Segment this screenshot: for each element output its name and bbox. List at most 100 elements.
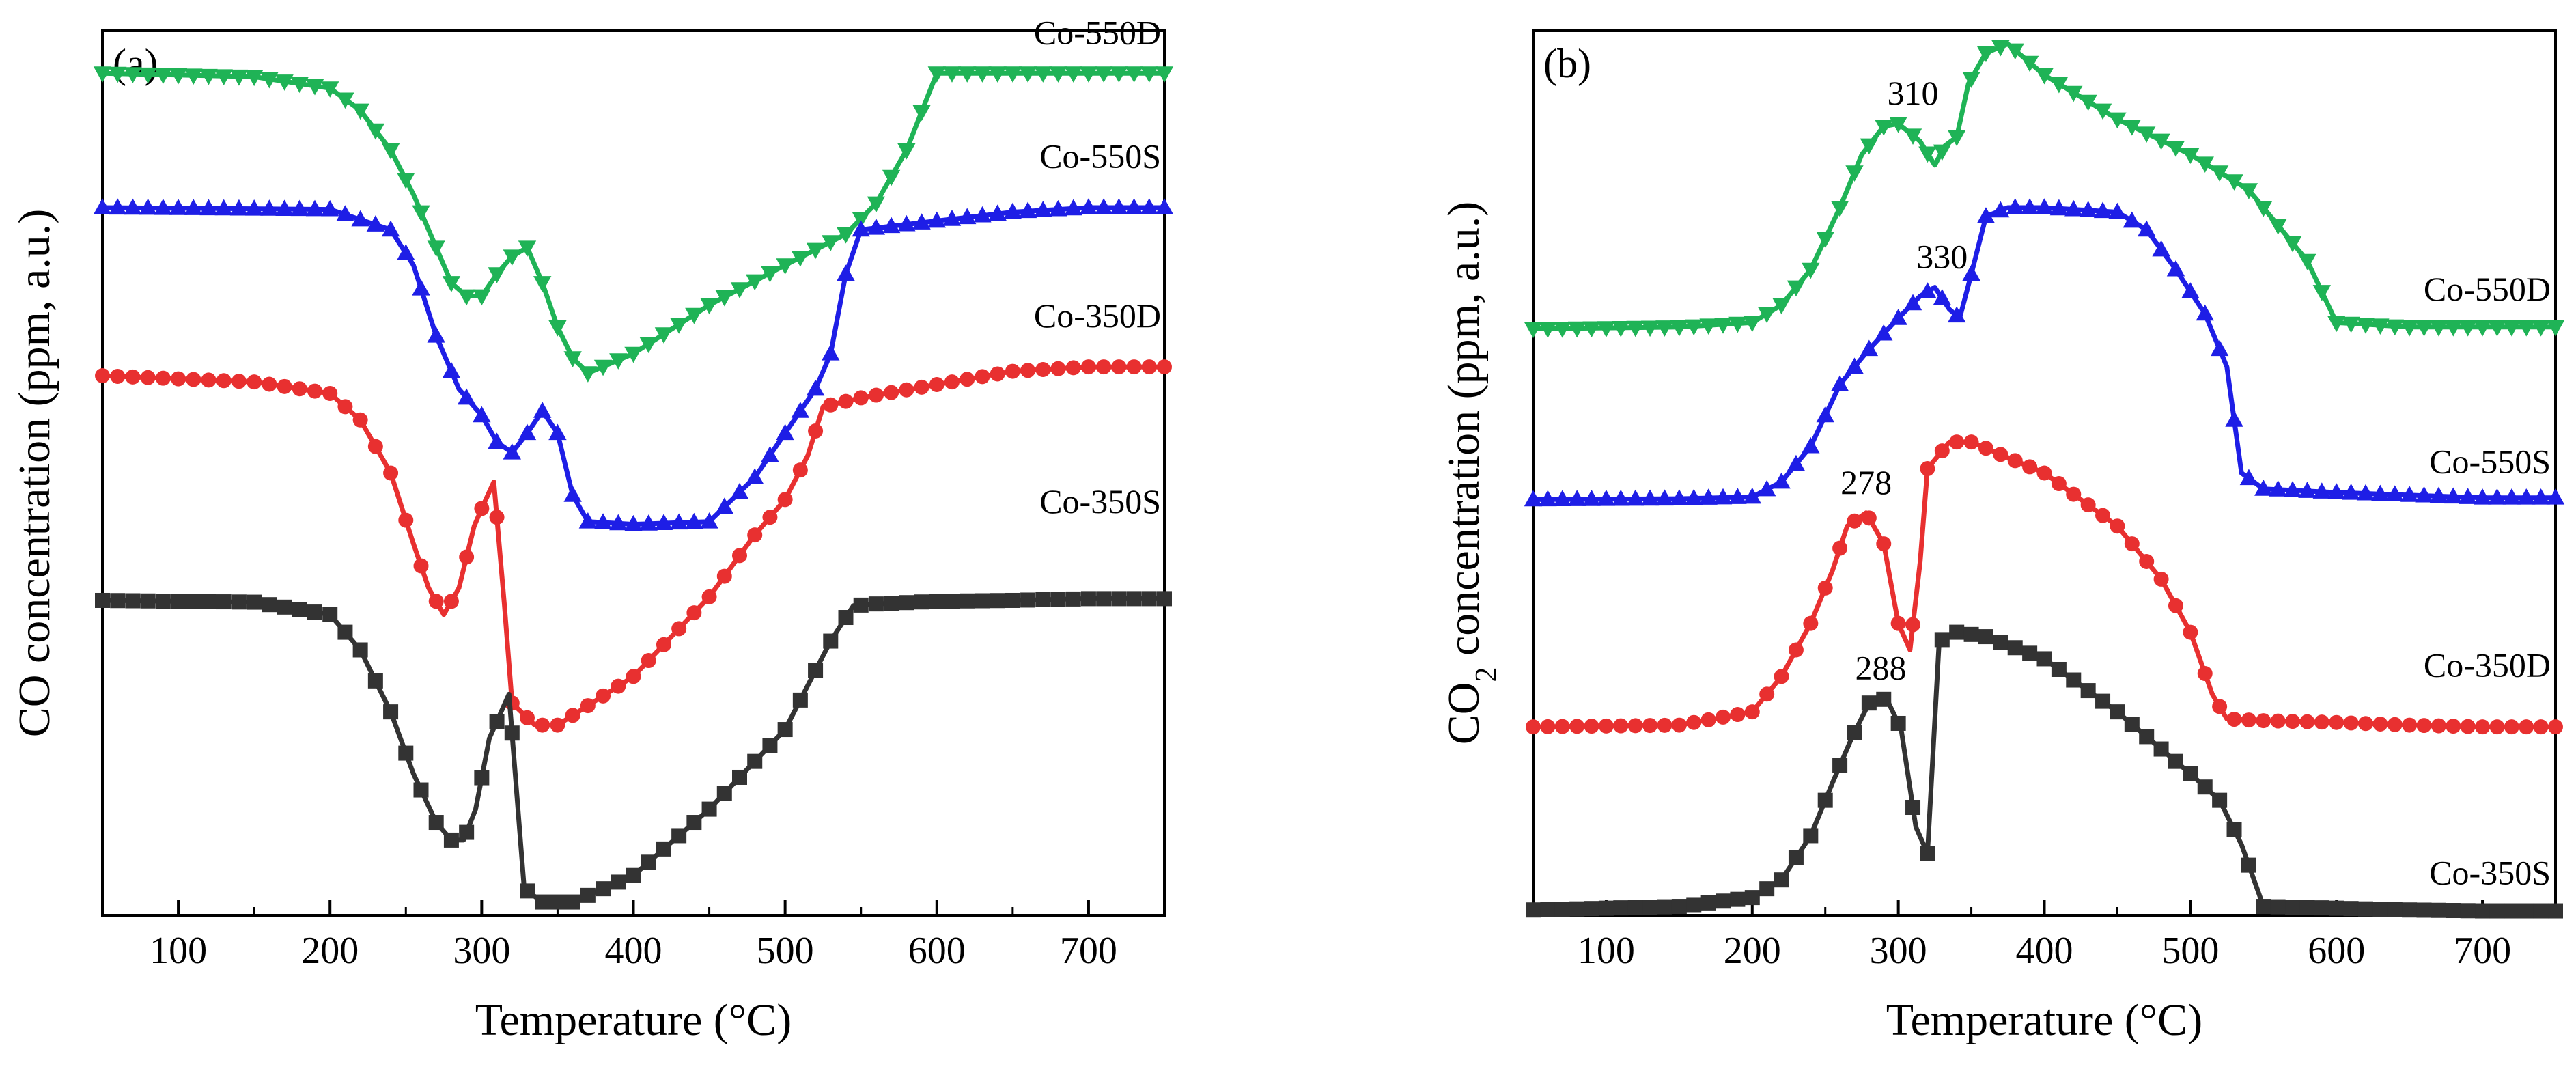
data-point (838, 610, 854, 626)
data-point (791, 402, 810, 418)
data-point (1890, 615, 1906, 631)
data-point (2168, 753, 2183, 769)
data-point (473, 289, 491, 306)
data-point (2314, 900, 2329, 916)
data-point (2080, 497, 2096, 513)
data-point (1730, 891, 1746, 907)
data-point (1627, 900, 1643, 915)
data-point (1744, 890, 1760, 906)
data-point (942, 66, 962, 83)
data-point (761, 445, 779, 462)
series-line (1530, 205, 2558, 502)
data-point (2488, 320, 2506, 337)
data-point (2385, 319, 2404, 336)
data-point (838, 393, 854, 409)
data-point (2385, 485, 2404, 501)
data-point (1949, 434, 1965, 450)
data-point (593, 359, 613, 376)
data-point (2519, 903, 2534, 919)
data-point (1157, 359, 1172, 375)
data-point (2548, 903, 2563, 919)
data-point (746, 468, 764, 484)
data-point (428, 594, 444, 609)
data-point (2036, 651, 2052, 667)
data-point (2183, 624, 2198, 640)
data-point (746, 274, 764, 291)
data-point (2256, 899, 2271, 915)
data-point (413, 558, 429, 574)
data-point (1612, 489, 1630, 506)
data-point (1020, 363, 1036, 378)
data-point (1699, 488, 1718, 505)
data-point (2444, 320, 2463, 337)
data-point (822, 344, 840, 361)
data-point (533, 402, 552, 418)
data-point (367, 673, 383, 689)
data-point (701, 801, 717, 817)
data-point (2372, 717, 2388, 732)
data-point (837, 264, 855, 281)
data-point (260, 199, 279, 216)
data-point (1657, 717, 1672, 733)
data-point (2343, 715, 2359, 731)
data-point (2402, 717, 2418, 733)
data-point (958, 208, 977, 225)
data-point (474, 770, 490, 786)
data-point (2343, 901, 2359, 917)
data-point (489, 714, 505, 729)
series-co-550d: Co-550D (1524, 40, 2565, 339)
series-line (1530, 41, 2558, 331)
data-point (109, 198, 127, 215)
data-point (1065, 591, 1081, 607)
data-point (2357, 716, 2373, 732)
data-point (1847, 513, 1862, 529)
data-point (1598, 900, 1614, 916)
data-point (1993, 635, 2008, 650)
data-point (2007, 640, 2023, 656)
series-label: Co-550D (2424, 270, 2551, 308)
peak-annotation: 310 (1888, 74, 1939, 112)
data-point (1744, 704, 1760, 720)
data-point (2329, 900, 2344, 916)
data-point (776, 423, 794, 441)
data-point (2429, 486, 2448, 503)
data-point (1005, 592, 1020, 608)
data-point (305, 199, 324, 217)
data-point (2210, 165, 2229, 182)
series-co-550s: Co-550S (93, 137, 1174, 531)
series-label: Co-350S (1039, 482, 1161, 520)
data-point (792, 462, 808, 478)
data-point (2519, 719, 2534, 735)
x-tick-label: 500 (757, 930, 814, 972)
data-point (2110, 518, 2125, 534)
data-point (1140, 66, 1158, 83)
data-point (927, 66, 946, 83)
data-point (654, 514, 673, 530)
data-point (1713, 488, 1733, 505)
data-point (1699, 318, 1718, 335)
data-point (2269, 480, 2287, 497)
data-point (1670, 320, 1689, 337)
data-point (912, 105, 931, 122)
data-point (1003, 202, 1022, 219)
data-point (686, 815, 702, 831)
data-point (1612, 320, 1630, 337)
data-point (2049, 199, 2069, 216)
data-point (2548, 719, 2563, 735)
data-point (990, 593, 1005, 609)
data-point (110, 593, 126, 609)
data-point (1947, 130, 1966, 147)
data-point (2329, 714, 2344, 730)
data-point (2241, 857, 2256, 873)
data-point (352, 642, 368, 658)
data-point (518, 423, 537, 441)
data-point (214, 69, 233, 86)
data-point (701, 589, 717, 604)
data-point (2035, 198, 2054, 214)
data-point (1111, 591, 1127, 607)
data-point (669, 513, 688, 530)
data-point (504, 725, 520, 741)
data-point (867, 219, 886, 235)
data-point (1963, 626, 1979, 642)
